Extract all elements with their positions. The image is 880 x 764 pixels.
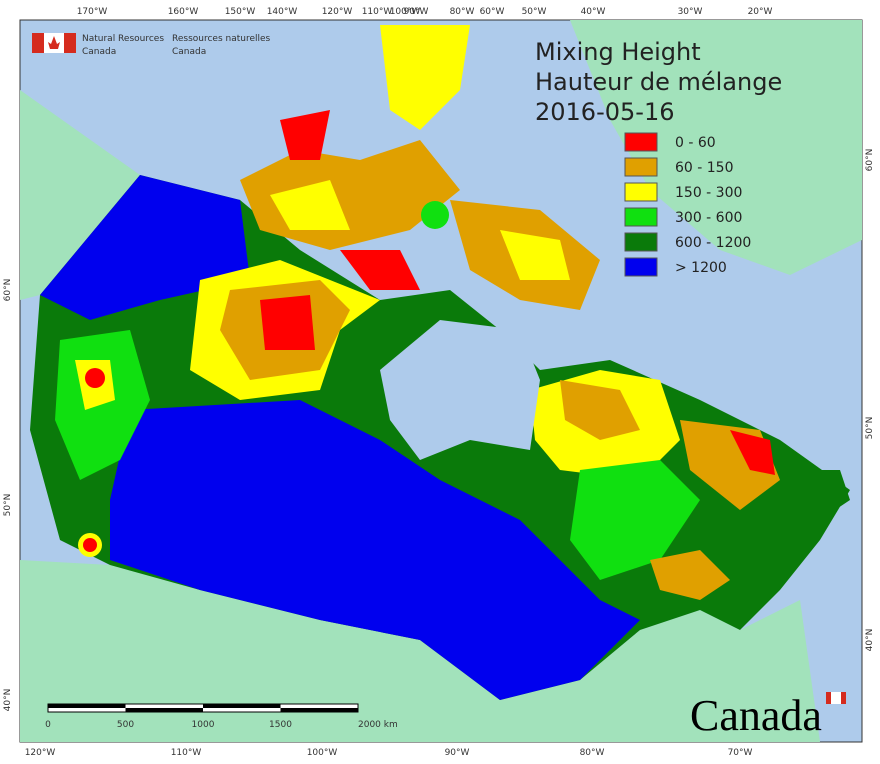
longitude-label: 150°W [225, 7, 256, 17]
longitude-label: 120°W [25, 748, 56, 758]
longitude-label: 30°W [678, 7, 703, 17]
hudson-bay [380, 320, 540, 460]
longitude-label: 110°W [171, 748, 202, 758]
patch-green [421, 201, 449, 229]
latitude-label: 60°N [3, 279, 13, 302]
flag-bar [32, 33, 44, 53]
longitude-label: 70°W [728, 748, 753, 758]
region-blue-nw [40, 175, 250, 320]
latitude-label: 60°N [865, 149, 875, 172]
legend-label: 600 - 1200 [675, 235, 751, 251]
longitude-label: 40°W [581, 7, 606, 17]
legend-swatch [624, 182, 658, 202]
region-green-quebec [570, 460, 700, 580]
longitude-label: 50°W [522, 7, 547, 17]
patch-red [85, 368, 105, 388]
newfoundland [780, 470, 850, 520]
agency-en: Canada [82, 47, 116, 57]
longitude-label: 90°W [445, 748, 470, 758]
agency-fr: Canada [172, 47, 206, 57]
longitude-label: 120°W [322, 7, 353, 17]
legend-label: 300 - 600 [675, 210, 742, 226]
region-orange-quebec [560, 380, 640, 440]
patch-red [83, 538, 97, 552]
islands-yellow [270, 180, 350, 230]
legend-swatch [624, 132, 658, 152]
scale-segment [280, 708, 358, 712]
legend-label: 150 - 300 [675, 185, 742, 201]
scale-label: 2000 km [358, 720, 398, 730]
legend-label: 60 - 150 [675, 160, 734, 176]
longitude-label: 60°W [480, 7, 505, 17]
region-red-nwt [260, 295, 315, 350]
longitude-label: 100°W [390, 7, 421, 17]
title: Hauteur de mélange [535, 68, 782, 96]
latitude-label: 40°N [3, 689, 13, 712]
longitude-label: 140°W [267, 7, 298, 17]
island-yellow [380, 25, 470, 130]
longitude-label: 160°W [168, 7, 199, 17]
region-blue-south [110, 400, 640, 700]
scale-label: 1500 [269, 720, 292, 730]
legend-swatch [624, 207, 658, 227]
legend-swatch [624, 232, 658, 252]
agency-fr: Ressources naturelles [172, 34, 271, 44]
longitude-label: 80°W [580, 748, 605, 758]
longitude-label: 110°W [362, 7, 393, 17]
baffin-yellow [500, 230, 570, 280]
usa [20, 560, 820, 742]
longitude-label: 100°W [307, 748, 338, 758]
scale-label: 500 [117, 720, 134, 730]
island-red [280, 110, 330, 160]
longitude-label: 80°W [450, 7, 475, 17]
title: Mixing Height [535, 38, 701, 66]
scale-label: 0 [45, 720, 51, 730]
region-orange-maritimes [650, 550, 730, 600]
scale-segment [203, 704, 281, 708]
legend-swatch [624, 157, 658, 177]
wordmark-flag [831, 692, 841, 704]
scale-segment [48, 704, 126, 708]
legend-label: > 1200 [675, 260, 727, 276]
latitude-label: 40°N [865, 629, 875, 652]
patch-red [340, 250, 420, 290]
latitude-label: 50°N [3, 494, 13, 517]
latitude-label: 50°N [865, 417, 875, 440]
scale-segment [125, 708, 203, 712]
longitude-label: 170°W [77, 7, 108, 17]
flag-leaf [48, 36, 60, 49]
legend-swatch [624, 257, 658, 277]
agency-en: Natural Resources [82, 34, 164, 44]
title: 2016-05-16 [535, 98, 674, 126]
scale-label: 1000 [192, 720, 215, 730]
alaska [20, 90, 140, 300]
flag-bar [64, 33, 76, 53]
greenland [570, 20, 862, 275]
longitude-label: 90°W [404, 7, 429, 17]
region-red-labrador [730, 430, 775, 475]
longitude-label: 20°W [748, 7, 773, 17]
wordmark: Canada [690, 691, 822, 740]
legend-label: 0 - 60 [675, 135, 716, 151]
